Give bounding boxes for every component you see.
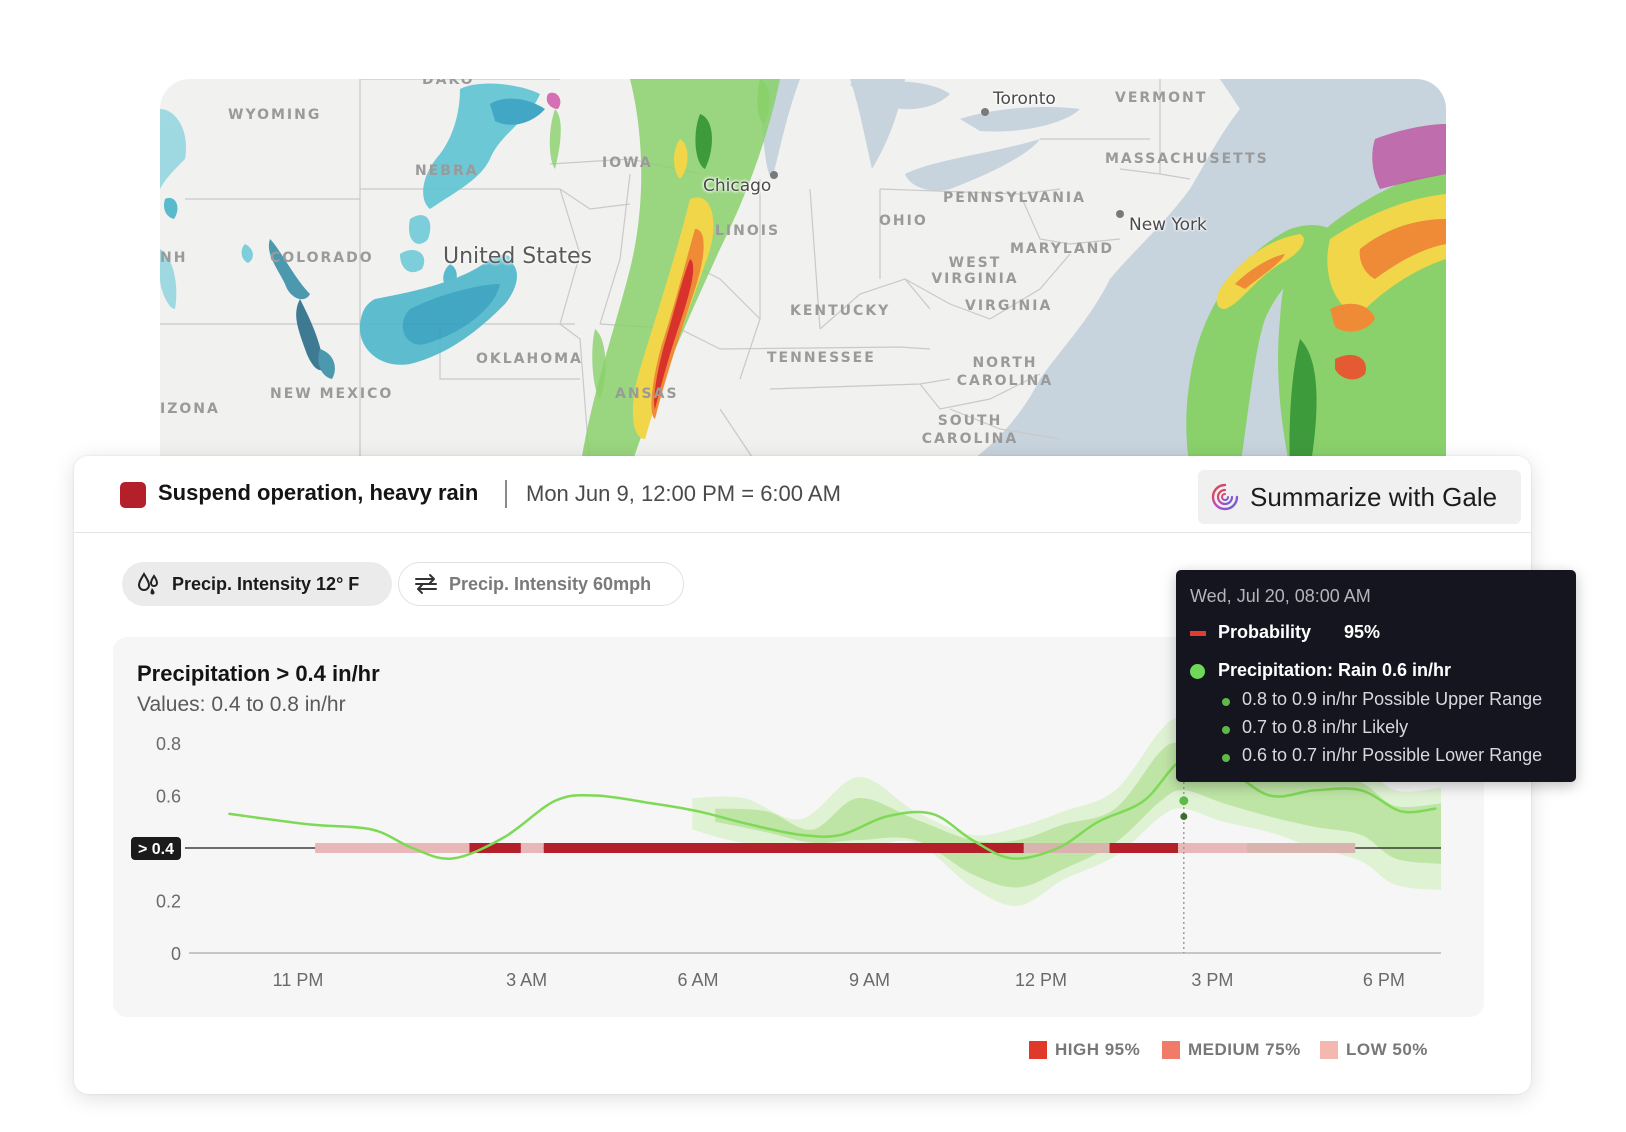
probability-legend: HIGH 95% MEDIUM 75% LOW 50% (74, 1040, 1502, 1070)
map-state-label: South Carolina (921, 413, 1019, 447)
legend-label: MEDIUM 75% (1188, 1040, 1301, 1059)
summarize-button-label: Summarize with Gale (1250, 481, 1498, 512)
tooltip-range-row: 0.7 to 0.8 in/hr Likely (1242, 717, 1409, 737)
map-state-label: Iowa (602, 155, 653, 171)
hover-point (1180, 813, 1188, 820)
map-city-label[interactable]: Toronto (993, 89, 1056, 109)
y-tick-label: 0.8 (156, 734, 181, 754)
probability-segment-medium (1246, 843, 1356, 853)
alert-time-range: Mon Jun 9, 12:00 PM = 6:00 AM (526, 481, 841, 506)
probability-segment-high (469, 843, 521, 853)
legend-swatch (1029, 1041, 1047, 1059)
chip-precip-intensity-wind[interactable]: Precip. Intensity 60mph (398, 562, 684, 606)
y-tick-label: 0.2 (156, 892, 181, 912)
legend-item-medium: MEDIUM 75% (1162, 1040, 1301, 1060)
threshold-badge (131, 837, 181, 860)
alert-header: Suspend operation, heavy rain Mon Jun 9,… (74, 456, 1531, 533)
map-country-label: United States (443, 244, 592, 269)
chart-subtitle: Values: 0.4 to 0.8 in/hr (137, 693, 346, 716)
rain-drops-icon (137, 572, 159, 595)
map-state-label: North Carolina (956, 355, 1054, 389)
map-state-label: Virginia (965, 298, 1053, 314)
map-state-label: Tennessee (767, 350, 876, 366)
legend-swatch (1162, 1041, 1180, 1059)
tooltip-precipitation: Precipitation: Rain 0.6 in/hr (1218, 660, 1452, 680)
map-state-label: Maryland (1010, 241, 1115, 257)
y-tick-label: 0.6 (156, 787, 181, 807)
x-tick-label: 6 PM (1363, 970, 1405, 990)
map-state-label: Oklahoma (476, 351, 583, 367)
map-state-label: Nebra (415, 163, 479, 179)
tooltip-date: Wed, Jul 20, 08:00 AM (1190, 586, 1371, 606)
map-state-label: Vermont (1115, 90, 1208, 106)
wind-arrows-icon (415, 574, 437, 594)
gale-swirl-icon (1211, 483, 1239, 511)
chart-title: Precipitation > 0.4 in/hr (137, 661, 380, 686)
x-tick-label: 6 AM (678, 970, 719, 990)
probability-segment-high (543, 843, 1024, 853)
map-state-label: Ohio (879, 213, 928, 229)
probability-segment-low (520, 843, 544, 853)
x-tick-label: 11 PM (273, 970, 324, 990)
map-state-label: West Virginia (931, 255, 1019, 287)
probability-mark (1190, 631, 1206, 636)
map-state-label: Nh (160, 250, 188, 266)
map-state-label: Ansas (615, 386, 679, 402)
legend-item-high: HIGH 95% (1029, 1040, 1140, 1060)
probability-segment-low (1178, 843, 1247, 853)
map-state-label: Wyoming (228, 107, 322, 123)
legend-label: LOW 50% (1346, 1040, 1428, 1059)
legend-swatch (1320, 1041, 1338, 1059)
range-dot (1222, 754, 1230, 762)
threshold-label: > 0.4 (138, 841, 174, 858)
range-dot (1222, 698, 1230, 706)
precipitation-dot (1190, 664, 1205, 679)
x-tick-label: 9 AM (849, 970, 890, 990)
tooltip-range-row: 0.8 to 0.9 in/hr Possible Upper Range (1242, 689, 1543, 709)
summarize-with-gale-button[interactable]: Summarize with Gale (1198, 470, 1521, 524)
hover-point (1179, 796, 1189, 806)
map-state-label: Linois (715, 223, 781, 239)
severity-indicator (120, 482, 146, 508)
map-state-label: Colorado (270, 250, 374, 266)
map-state-label: Izona (160, 401, 220, 417)
range-dot (1222, 726, 1230, 734)
alert-title: Suspend operation, heavy rain (158, 480, 479, 505)
chip-label: Precip. Intensity 60mph (449, 573, 652, 594)
chip-label: Precip. Intensity 12° F (172, 573, 360, 594)
weather-radar-map[interactable]: Wyoming Nebra Iowa Colorado Oklahoma New… (160, 79, 1446, 469)
tooltip-probability-value: 95% (1344, 622, 1381, 642)
tooltip-probability-label: Probability (1218, 622, 1312, 642)
probability-segment-low (315, 843, 470, 853)
y-tick-label: 0 (171, 944, 181, 964)
x-tick-label: 3 PM (1191, 970, 1233, 990)
probability-segment-high (1109, 843, 1179, 853)
chart-tooltip: Wed, Jul 20, 08:00 AM Probability 95% Pr… (1176, 570, 1576, 782)
precipitation-line (228, 755, 1437, 861)
probability-segment-medium (1023, 843, 1110, 853)
tooltip-range-row: 0.6 to 0.7 in/hr Possible Lower Range (1242, 745, 1543, 765)
map-city-label[interactable]: Chicago (703, 176, 772, 196)
map-state-label: Dako (422, 79, 475, 88)
chip-precip-intensity-temperature[interactable]: Precip. Intensity 12° F (122, 562, 392, 606)
header-divider (505, 480, 507, 508)
map-state-label: Kentucky (790, 303, 891, 319)
map-city-label[interactable]: New York (1129, 215, 1207, 235)
legend-label: HIGH 95% (1055, 1040, 1141, 1059)
map-state-label: Massachusetts (1105, 151, 1269, 167)
map-state-label: Pennsylvania (943, 190, 1086, 206)
x-tick-label: 3 AM (506, 970, 547, 990)
map-state-label: New Mexico (270, 386, 394, 402)
map-base (160, 79, 1446, 469)
x-tick-label: 12 PM (1015, 970, 1067, 990)
legend-item-low: LOW 50% (1320, 1040, 1428, 1060)
